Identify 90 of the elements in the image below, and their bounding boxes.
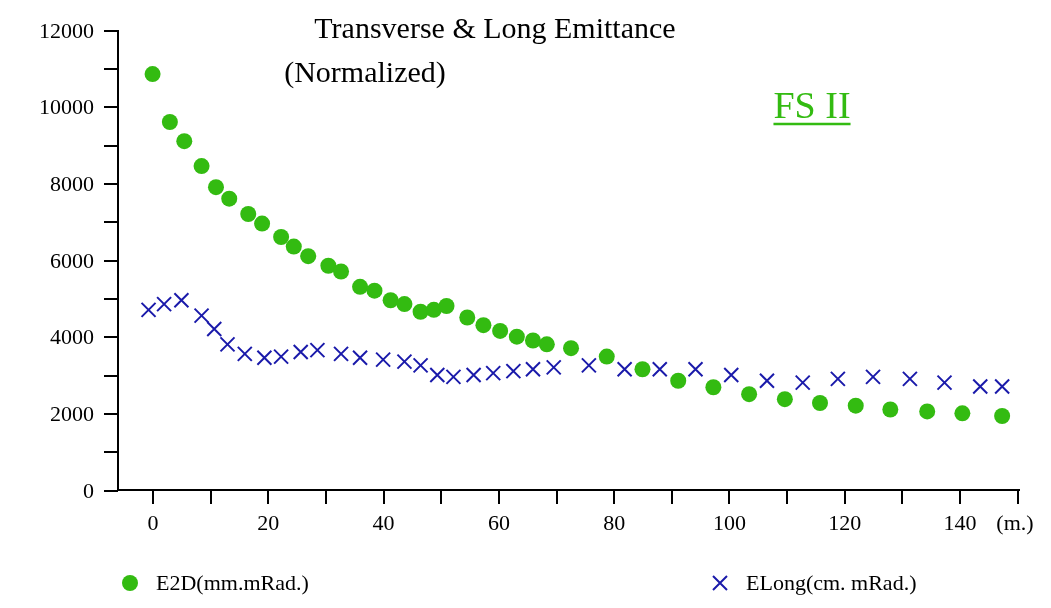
point	[161, 114, 178, 130]
point	[144, 66, 161, 83]
point	[563, 340, 580, 357]
x-axis-title: (m.)	[996, 510, 1034, 535]
point	[396, 353, 413, 370]
point	[492, 322, 509, 339]
point	[207, 179, 224, 196]
point	[236, 345, 253, 362]
point	[882, 401, 899, 418]
point	[812, 394, 828, 411]
point	[206, 321, 223, 337]
y-tick-label: 10000	[39, 94, 94, 120]
point	[176, 133, 193, 150]
point	[465, 367, 482, 383]
point	[829, 370, 846, 387]
point	[219, 336, 236, 353]
point	[193, 307, 210, 324]
point	[333, 345, 350, 362]
point	[366, 282, 383, 299]
x-tick-label: 60	[487, 509, 510, 535]
y-tick-label: 0	[83, 477, 94, 503]
point	[412, 303, 429, 320]
point	[919, 403, 936, 420]
point	[972, 378, 989, 395]
point	[794, 374, 811, 391]
point	[776, 391, 793, 408]
chart-title: Transverse & Long Emittance	[314, 11, 676, 44]
x-tick-label: 120	[828, 509, 862, 535]
point	[320, 257, 337, 274]
legend-label: E2D(mm.mRad.)	[156, 570, 309, 595]
point	[538, 336, 555, 353]
point	[156, 296, 173, 313]
point	[524, 361, 541, 378]
x-tick-label: 20	[257, 509, 280, 535]
point	[524, 332, 541, 349]
x-tick-label: 40	[372, 509, 395, 535]
legend-label: ELong(cm. mRad.)	[746, 570, 917, 595]
x-tick-label: 140	[943, 509, 977, 535]
point	[240, 206, 257, 222]
point	[580, 357, 597, 374]
point	[634, 361, 651, 378]
point	[485, 365, 502, 382]
y-tick-label: 6000	[50, 247, 94, 273]
point	[994, 378, 1011, 395]
point	[352, 278, 369, 295]
x-tick-label: 80	[603, 509, 626, 535]
point	[375, 351, 392, 368]
point	[598, 348, 615, 365]
point	[140, 301, 157, 318]
point	[333, 263, 350, 280]
point	[412, 357, 429, 374]
point	[651, 361, 668, 378]
point	[670, 372, 687, 389]
point	[545, 359, 562, 376]
point	[459, 309, 476, 326]
point	[954, 405, 971, 422]
point	[758, 372, 775, 389]
point	[475, 317, 492, 334]
point	[741, 386, 758, 403]
point	[352, 349, 369, 366]
point	[705, 379, 722, 396]
point	[505, 363, 522, 380]
point	[425, 301, 442, 318]
point	[438, 298, 455, 314]
point	[901, 370, 918, 387]
x-tick-label: 0	[147, 509, 159, 535]
point	[285, 238, 302, 255]
y-tick-label: 12000	[39, 17, 94, 43]
point	[254, 215, 271, 232]
point	[994, 408, 1011, 425]
point	[723, 367, 740, 383]
point	[508, 328, 525, 345]
point	[273, 229, 290, 245]
x-tick-label: 100	[712, 509, 746, 535]
text: (Normalized)	[284, 55, 446, 89]
point	[616, 361, 633, 378]
point	[221, 190, 238, 207]
point	[300, 248, 317, 265]
point	[847, 397, 864, 414]
annotation: FS II	[773, 84, 851, 126]
point	[936, 374, 953, 391]
y-tick-label: 4000	[50, 324, 94, 350]
point	[193, 158, 210, 175]
point	[173, 292, 190, 309]
point	[396, 296, 413, 313]
point	[687, 361, 704, 378]
y-tick-label: 8000	[50, 170, 94, 196]
y-tick-label: 2000	[50, 400, 94, 426]
point	[865, 368, 882, 385]
point	[382, 292, 399, 309]
